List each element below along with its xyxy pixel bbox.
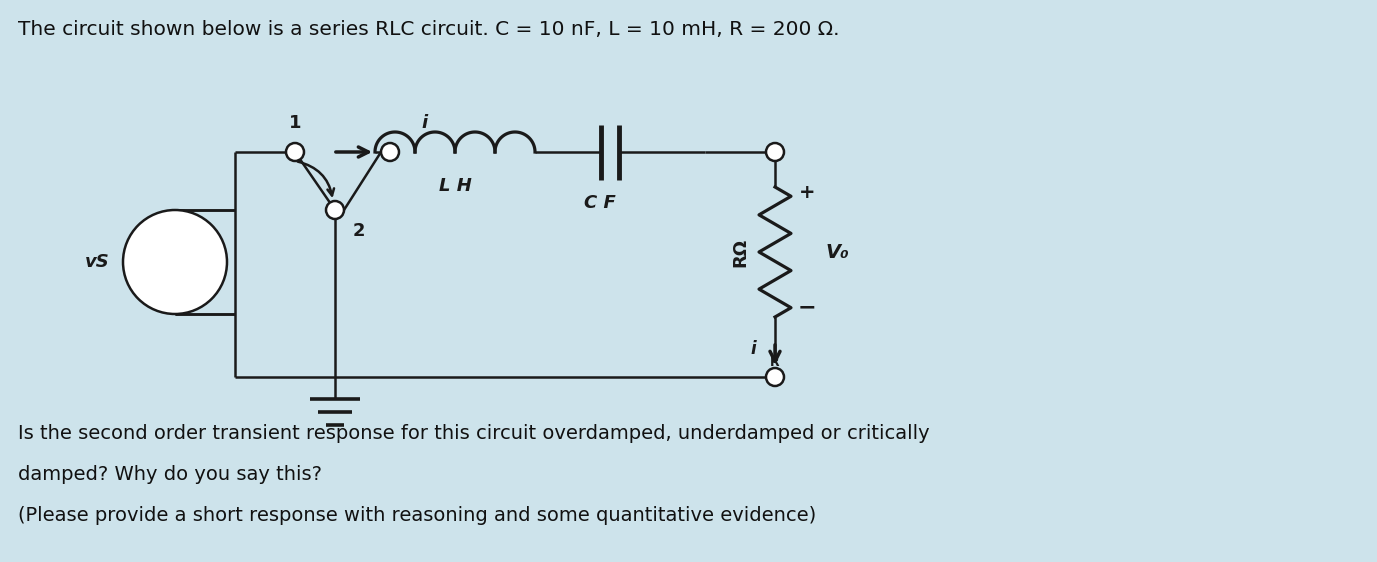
Text: i: i: [421, 114, 428, 132]
Circle shape: [123, 210, 227, 314]
Text: L H: L H: [438, 177, 471, 195]
Text: R: R: [770, 356, 779, 369]
Text: The circuit shown below is a series RLC circuit. C = 10 nF, L = 10 mH, R = 200 Ω: The circuit shown below is a series RLC …: [18, 20, 840, 39]
Circle shape: [326, 201, 344, 219]
Text: (Please provide a short response with reasoning and some quantitative evidence): (Please provide a short response with re…: [18, 506, 817, 525]
Text: +: +: [168, 236, 183, 254]
Text: RΩ: RΩ: [731, 237, 749, 266]
Text: Is the second order transient response for this circuit overdamped, underdamped : Is the second order transient response f…: [18, 424, 929, 443]
Circle shape: [381, 143, 399, 161]
Text: 1: 1: [289, 114, 302, 132]
Text: vS: vS: [84, 253, 109, 271]
Circle shape: [766, 143, 784, 161]
Circle shape: [286, 143, 304, 161]
Circle shape: [766, 368, 784, 386]
Text: i: i: [750, 340, 756, 358]
Text: damped? Why do you say this?: damped? Why do you say this?: [18, 465, 322, 484]
Text: +: +: [799, 183, 815, 202]
Text: C F: C F: [584, 194, 616, 212]
FancyArrowPatch shape: [297, 162, 335, 196]
Text: −: −: [797, 297, 817, 317]
Text: −: −: [167, 270, 183, 288]
Text: V₀: V₀: [825, 242, 848, 261]
Text: 2: 2: [353, 222, 365, 240]
